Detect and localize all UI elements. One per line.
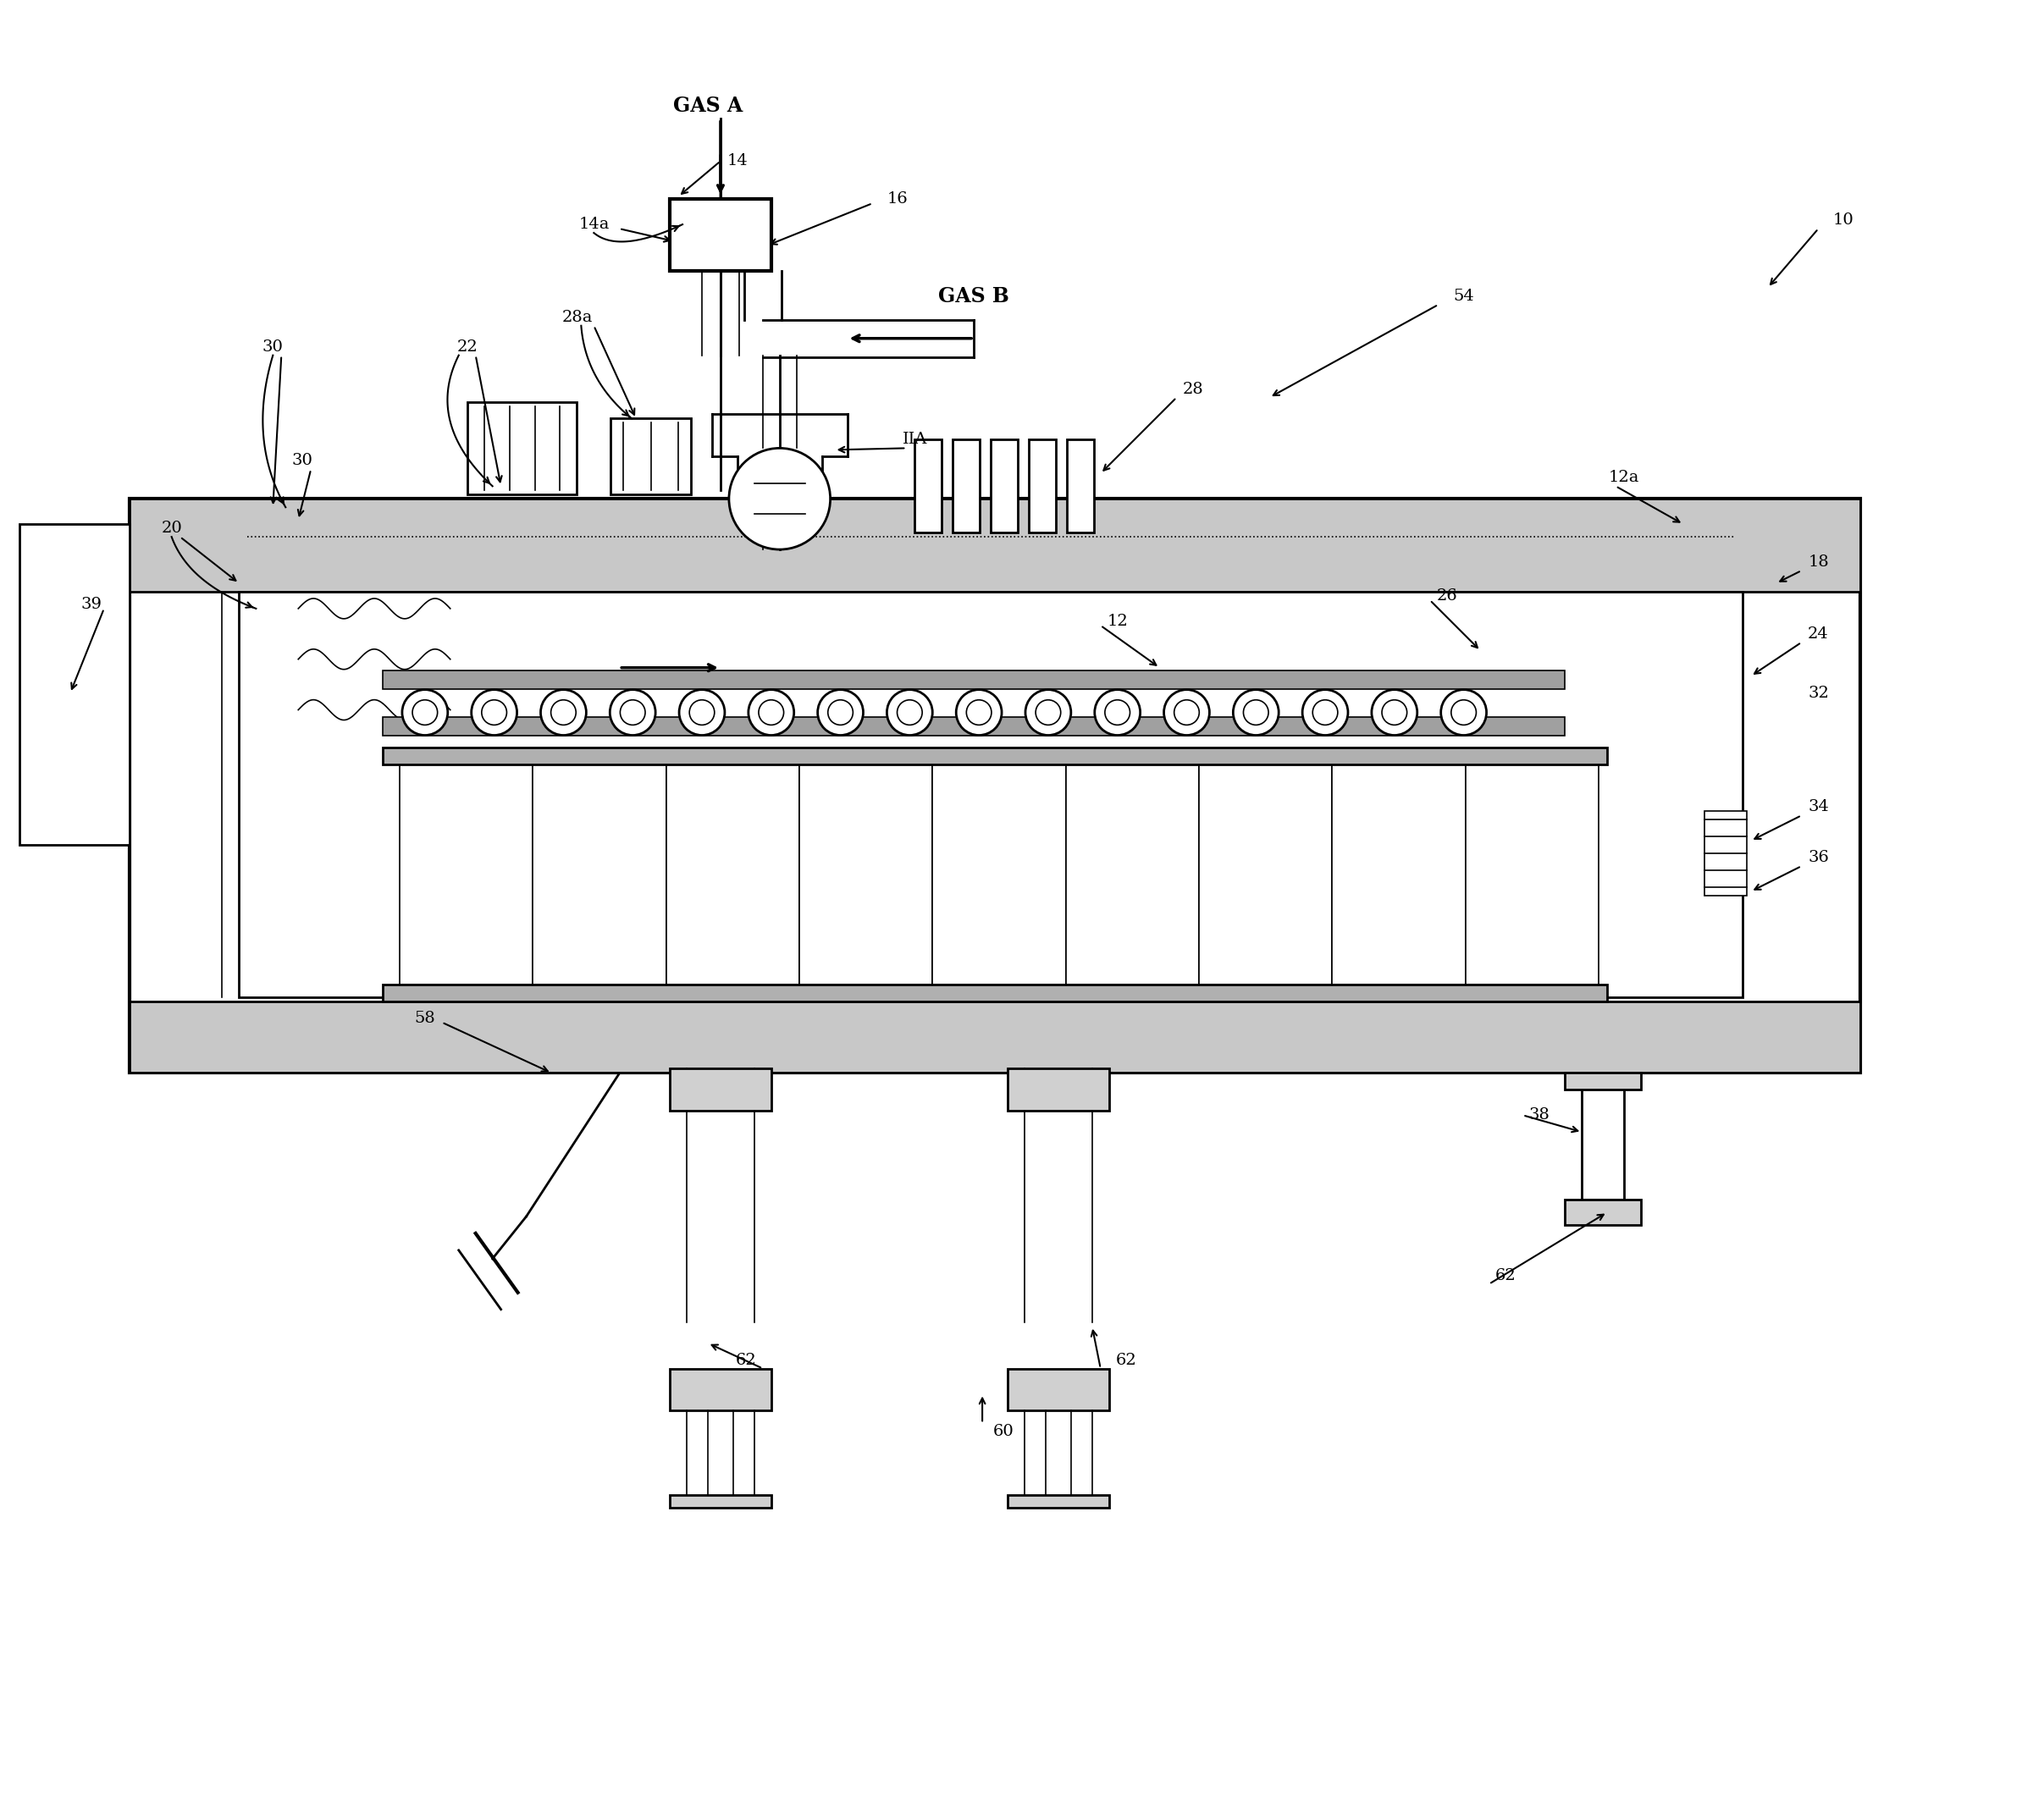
Circle shape <box>1382 699 1406 724</box>
Text: 38: 38 <box>1529 1108 1549 1122</box>
Bar <box>1065 766 1200 984</box>
Bar <box>533 766 666 984</box>
Bar <box>1200 766 1333 984</box>
Circle shape <box>818 690 863 735</box>
Circle shape <box>1036 699 1061 724</box>
Text: 54: 54 <box>1453 289 1474 303</box>
Bar <box>670 1495 771 1508</box>
Bar <box>670 1368 771 1411</box>
Circle shape <box>1312 699 1337 724</box>
Circle shape <box>957 690 1002 735</box>
Circle shape <box>730 448 830 549</box>
Bar <box>1466 766 1598 984</box>
Circle shape <box>758 699 783 724</box>
Circle shape <box>679 690 726 735</box>
Bar <box>382 671 1566 689</box>
Text: GAS A: GAS A <box>672 97 742 117</box>
Circle shape <box>482 699 507 724</box>
Bar <box>1008 1495 1110 1508</box>
Circle shape <box>748 690 793 735</box>
Circle shape <box>1096 690 1141 735</box>
Text: 14: 14 <box>728 154 748 169</box>
Circle shape <box>967 699 991 724</box>
Circle shape <box>887 690 932 735</box>
Text: 22: 22 <box>456 339 478 355</box>
Circle shape <box>1243 699 1269 724</box>
Circle shape <box>609 690 656 735</box>
Bar <box>1566 1200 1641 1225</box>
Bar <box>1028 439 1057 533</box>
Bar <box>20 524 129 845</box>
Bar <box>382 717 1566 735</box>
Bar <box>799 766 932 984</box>
Bar <box>666 766 799 984</box>
Circle shape <box>1173 699 1200 724</box>
Bar <box>991 439 1018 533</box>
Bar <box>382 984 1607 1000</box>
Text: 10: 10 <box>1833 213 1854 228</box>
Circle shape <box>1451 699 1476 724</box>
Bar <box>1333 766 1466 984</box>
Circle shape <box>897 699 922 724</box>
Text: 30: 30 <box>292 454 313 468</box>
Circle shape <box>472 690 517 735</box>
Bar <box>239 592 1741 997</box>
Text: 62: 62 <box>1496 1268 1517 1284</box>
Text: 18: 18 <box>1807 554 1829 570</box>
Circle shape <box>1233 690 1280 735</box>
Bar <box>129 498 1860 592</box>
Bar <box>611 418 691 495</box>
Bar <box>1566 1072 1641 1090</box>
Text: 28: 28 <box>1183 382 1204 396</box>
Text: 16: 16 <box>887 192 908 206</box>
Circle shape <box>552 699 576 724</box>
Bar <box>1705 810 1746 896</box>
Text: 12: 12 <box>1108 613 1128 629</box>
Bar <box>468 402 576 495</box>
Text: 30: 30 <box>262 339 284 355</box>
Bar <box>129 498 1860 1072</box>
Circle shape <box>1163 690 1210 735</box>
Text: 20: 20 <box>161 520 182 536</box>
Bar <box>129 1000 1860 1072</box>
Circle shape <box>540 690 587 735</box>
Bar <box>670 199 771 271</box>
Bar <box>1582 1072 1625 1200</box>
Bar <box>399 766 533 984</box>
Circle shape <box>1302 690 1347 735</box>
Circle shape <box>1441 690 1486 735</box>
Circle shape <box>1372 690 1416 735</box>
Bar <box>382 748 1607 766</box>
Bar <box>670 1069 771 1112</box>
Bar <box>932 766 1065 984</box>
Text: 14a: 14a <box>578 217 609 231</box>
Circle shape <box>619 699 646 724</box>
Circle shape <box>689 699 715 724</box>
Bar <box>916 439 942 533</box>
Bar <box>953 439 979 533</box>
Bar <box>1067 439 1094 533</box>
Circle shape <box>403 690 448 735</box>
Text: 32: 32 <box>1807 685 1829 701</box>
Bar <box>1008 1368 1110 1411</box>
Text: 24: 24 <box>1807 626 1829 642</box>
Text: 58: 58 <box>415 1011 435 1026</box>
Text: 62: 62 <box>736 1352 756 1368</box>
Circle shape <box>1106 699 1130 724</box>
Text: 60: 60 <box>993 1424 1014 1440</box>
Circle shape <box>413 699 437 724</box>
Text: IIA: IIA <box>901 432 928 446</box>
Circle shape <box>828 699 852 724</box>
Bar <box>1008 1069 1110 1112</box>
Text: 62: 62 <box>1116 1352 1136 1368</box>
Text: 36: 36 <box>1807 850 1829 866</box>
Circle shape <box>1026 690 1071 735</box>
Text: 26: 26 <box>1437 588 1457 604</box>
Text: GAS B: GAS B <box>938 287 1010 307</box>
Text: 34: 34 <box>1807 800 1829 814</box>
Text: 28a: 28a <box>562 310 593 325</box>
Text: 39: 39 <box>82 597 102 611</box>
Text: 12a: 12a <box>1609 470 1639 486</box>
